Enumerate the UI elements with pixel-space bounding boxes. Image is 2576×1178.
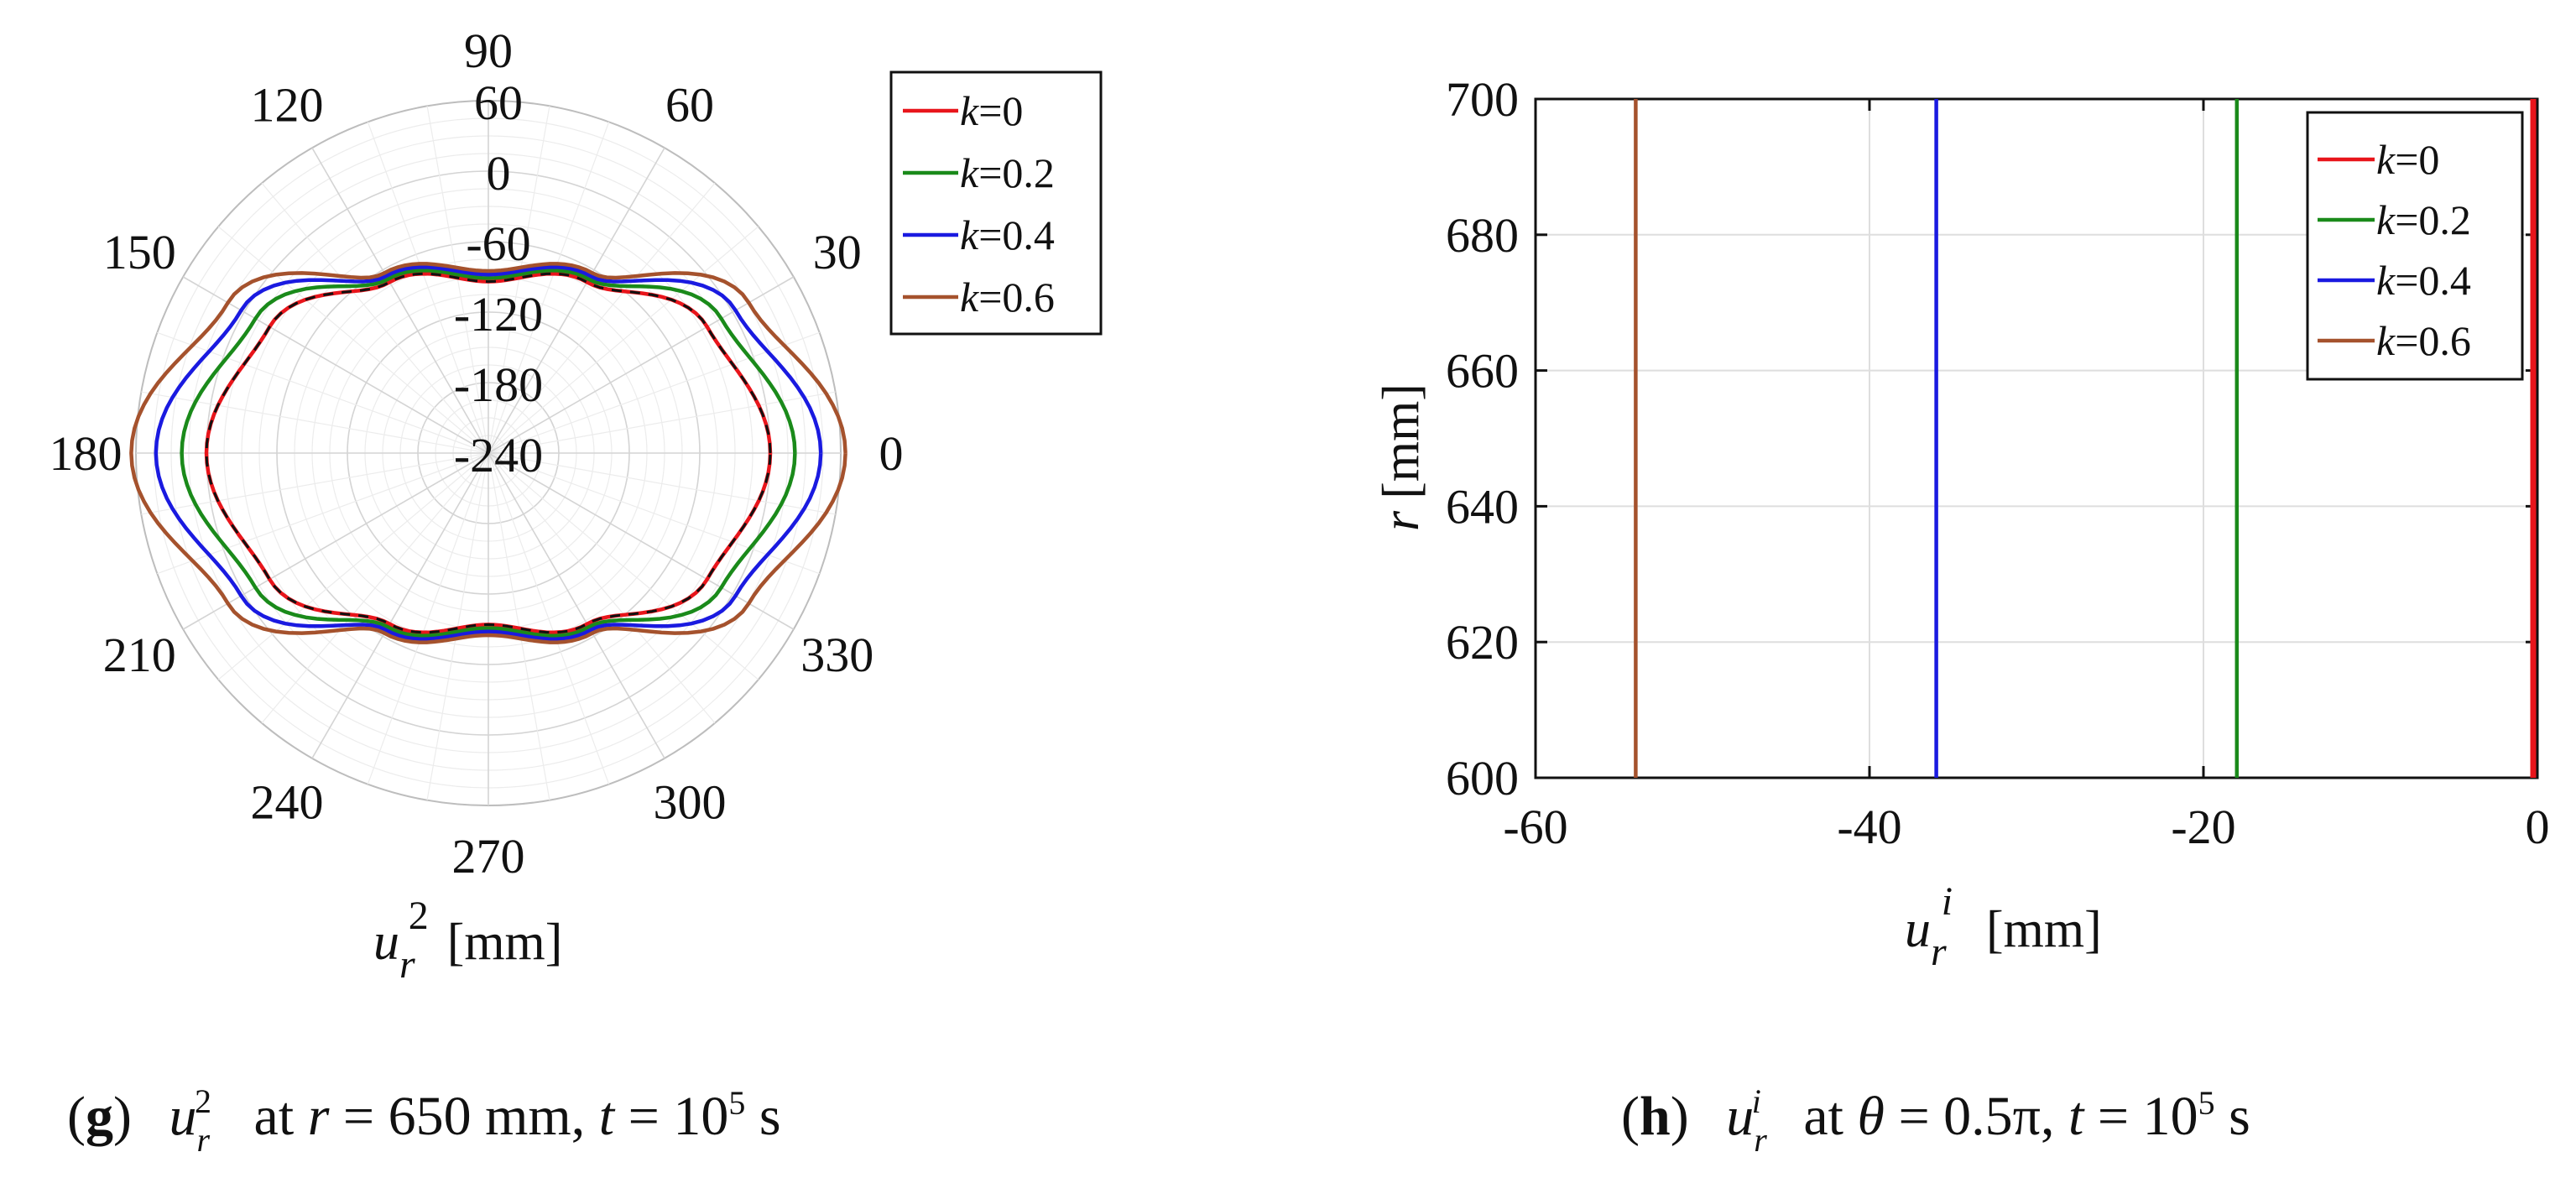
polar-minor-spoke [141,391,489,454]
polar-major-spoke [311,452,489,759]
polar-xlabel: ur2 [mm] [373,894,562,987]
x-tick-label: -60 [1503,800,1567,854]
polar-minor-spoke [488,391,836,454]
cartesian-legend-label: k=0 [2376,136,2439,183]
polar-theta-tick-label: 0 [879,426,904,481]
polar-theta-tick-label: 150 [103,225,176,279]
polar-major-spoke [488,147,665,454]
polar-legend-label: k=0 [960,87,1023,134]
plot-area-frame [1534,97,2539,779]
polar-theta-tick-label: 300 [654,775,727,830]
y-tick-label: 620 [1446,615,1519,670]
x-tick-label: -40 [1837,800,1901,854]
x-tick-label: 0 [2526,800,2550,854]
cartesian-series-group [1634,99,2537,778]
caption-g: (g) ur2 at r = 650 mm, t = 105 s [67,1064,781,1159]
polar-theta-tick-label: 90 [464,23,513,78]
polar-major-spoke [488,452,665,759]
polar-theta-tick-label: 120 [251,77,324,132]
polar-minor-spoke [261,452,489,724]
polar-minor-spoke [488,452,836,515]
polar-theta-tick-label: 210 [103,628,176,682]
polar-series-k-0-2 [180,268,797,638]
polar-major-spoke [488,276,795,454]
polar-theta-tick-label: 330 [800,628,873,682]
polar-r-tick-label: -60 [466,216,530,271]
polar-theta-tick-label: 270 [452,829,525,884]
polar-r-tick-label: 60 [474,76,523,130]
polar-series-k-0-4 [154,265,823,641]
polar-chart-g: 0306090120150180210240270300330-240-180-… [50,23,1103,987]
polar-minor-spoke [488,452,759,680]
polar-r-tick-label: -240 [454,428,543,482]
polar-minor-spoke [261,182,489,454]
polar-minor-spoke [488,452,610,784]
cartesian-legend-box [2306,111,2524,381]
y-tick-label: 680 [1446,208,1519,263]
polar-r-tick-label: -120 [454,287,543,341]
polar-minor-spoke [141,452,489,515]
y-tick-label: 660 [1446,344,1519,399]
polar-minor-spoke [157,331,489,454]
polar-theta-tick-label: 30 [813,225,862,279]
polar-minor-spoke [488,331,820,454]
polar-minor-spoke [488,226,759,454]
polar-legend-label: k=0.4 [960,211,1055,258]
polar-tick-labels: 0306090120150180210240270300330-240-180-… [50,23,904,884]
polar-major-spoke [182,452,489,630]
y-tick-label: 700 [1446,72,1519,127]
polar-minor-spoke [217,452,489,680]
polar-legend-label: k=0.6 [960,274,1055,321]
polar-grid [135,100,842,806]
polar-legend-label: k=0.2 [960,149,1055,196]
polar-major-spoke [311,147,489,454]
polar-minor-spoke [488,452,716,724]
polar-minor-spoke [157,452,489,575]
y-tick-label: 600 [1446,751,1519,805]
polar-series-k-0 [204,271,773,635]
x-tick-label: -20 [2171,800,2235,854]
polar-r-tick-label: 0 [487,146,511,201]
cartesian-xlabel: uri [mm] [1905,879,2102,974]
cartesian-legend-label: k=0.4 [2376,257,2471,304]
polar-minor-spoke [488,122,610,454]
cartesian-legend-label: k=0.2 [2376,196,2471,243]
polar-minor-spoke [217,226,489,454]
polar-r-tick-label: -180 [454,357,543,412]
cartesian-legend-label: k=0.6 [2376,317,2471,364]
cartesian-ylabel: r[mm] [1373,383,1430,531]
polar-series-group [129,262,847,644]
polar-theta-tick-label: 240 [251,775,324,830]
polar-major-spoke [182,276,489,454]
polar-major-spoke [488,452,795,630]
polar-minor-spoke [367,122,489,454]
polar-theta-tick-label: 60 [665,77,714,132]
cartesian-legend: k=0 k=0.2 k=0.4 k=0.6 [2306,111,2524,381]
polar-minor-spoke [488,182,716,454]
polar-legend-box [889,70,1103,336]
polar-minor-spoke [367,452,489,784]
y-tick-label: 640 [1446,479,1519,534]
polar-theta-tick-label: 180 [50,426,123,481]
polar-minor-spoke [488,452,820,575]
cartesian-tick-labels: -60 -40 -20 0 600 620 640 660 680 700 [1446,72,2550,854]
polar-legend: k=0 k=0.2 k=0.4 k=0.6 [889,70,1103,336]
polar-series-k-0-6 [129,262,847,644]
caption-h: (h) uri at θ = 0.5π, t = 105 s [1621,1064,2250,1159]
